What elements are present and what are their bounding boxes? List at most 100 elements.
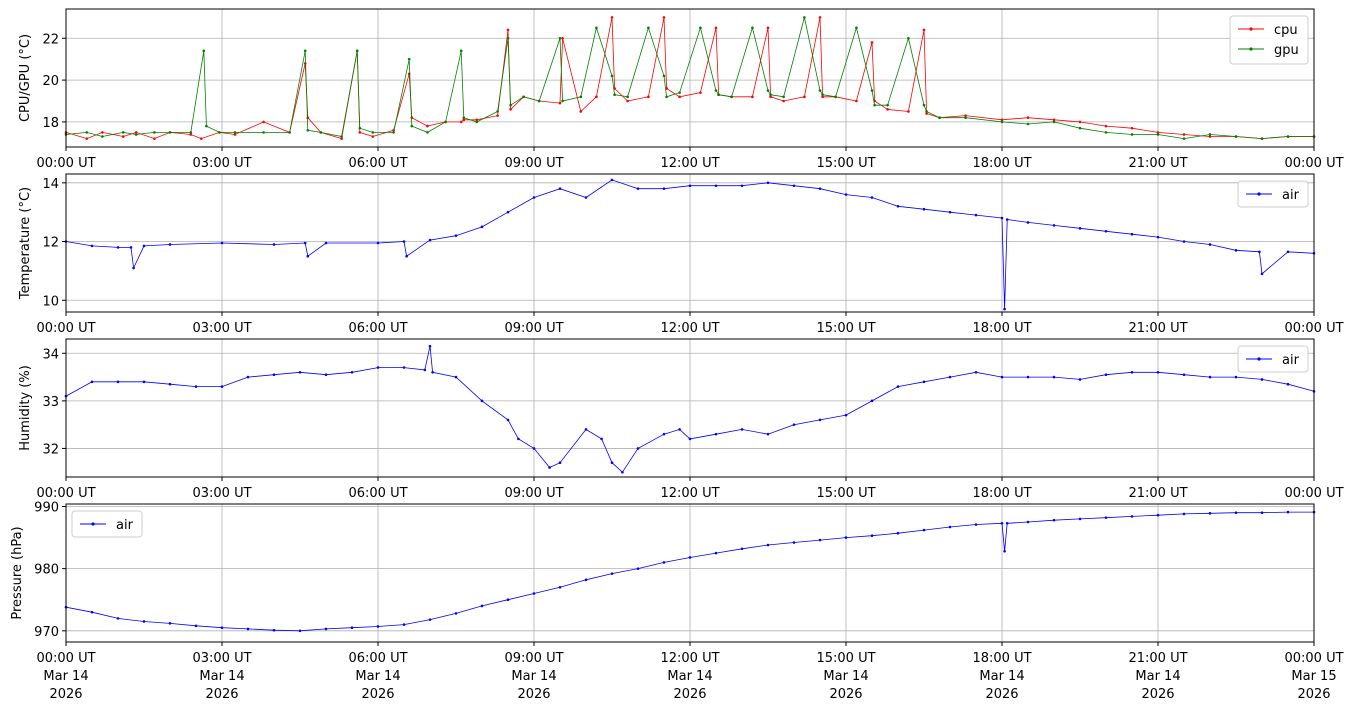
data-point-cpu bbox=[1000, 118, 1004, 122]
x-tick-label: 18:00 UT bbox=[972, 156, 1031, 171]
data-point-air bbox=[1000, 375, 1004, 379]
data-point-air bbox=[1208, 512, 1212, 515]
data-point-gpu bbox=[306, 128, 310, 132]
data-point-air bbox=[1260, 272, 1264, 276]
data-point-gpu bbox=[1260, 137, 1264, 140]
data-point-gpu bbox=[355, 49, 359, 53]
data-point-air bbox=[431, 371, 434, 374]
data-point-air bbox=[1182, 373, 1186, 376]
y-tick-label: 980 bbox=[34, 563, 59, 578]
data-point-air bbox=[350, 371, 354, 374]
y-tick-label: 14 bbox=[42, 177, 59, 192]
data-point-air bbox=[1052, 518, 1056, 522]
data-point-gpu bbox=[189, 131, 193, 134]
data-point-air bbox=[506, 210, 510, 214]
data-point-gpu bbox=[647, 26, 650, 30]
data-point-gpu bbox=[426, 131, 429, 134]
x-tick-label: 18:00 UT bbox=[972, 321, 1031, 336]
data-point-air bbox=[714, 184, 718, 188]
data-point-air bbox=[298, 371, 302, 374]
x-tick-label: 00:00 UT bbox=[1284, 321, 1343, 336]
data-point-gpu bbox=[134, 133, 138, 136]
data-point-air bbox=[1026, 221, 1030, 224]
data-point-air bbox=[1260, 511, 1264, 515]
legend: air bbox=[1237, 345, 1309, 373]
data-point-air bbox=[922, 528, 926, 532]
data-point-air bbox=[220, 241, 224, 245]
data-point-air bbox=[974, 371, 978, 374]
data-point-air bbox=[116, 380, 120, 384]
x-tick-label: 12:00 UT bbox=[660, 156, 719, 171]
panel-4: 970 980 990 Pressure (hPa) 00:00 UT Mar 14 202… bbox=[10, 500, 1344, 702]
data-point-air bbox=[454, 234, 458, 237]
data-point-cpu bbox=[782, 99, 785, 103]
data-point-cpu bbox=[233, 133, 237, 136]
data-point-air bbox=[1156, 371, 1160, 374]
data-point-gpu bbox=[699, 26, 702, 30]
data-point-air bbox=[1234, 511, 1238, 515]
data-point-cpu bbox=[1078, 120, 1082, 124]
data-point-air bbox=[1078, 378, 1082, 381]
data-point-air bbox=[1003, 549, 1006, 553]
y-tick-label: 34 bbox=[42, 347, 59, 362]
data-point-gpu bbox=[202, 49, 206, 53]
x-tick-label: 12:00 UT bbox=[660, 321, 719, 336]
legend-label: air bbox=[1282, 188, 1300, 203]
data-point-cpu bbox=[647, 95, 650, 99]
data-point-air bbox=[1005, 218, 1009, 221]
data-point-air bbox=[766, 432, 770, 436]
data-point-air bbox=[506, 598, 510, 602]
legend-label: air bbox=[1282, 353, 1300, 368]
data-point-air bbox=[376, 366, 380, 369]
data-point-air bbox=[1078, 517, 1082, 521]
data-point-air bbox=[517, 437, 520, 441]
data-point-gpu bbox=[561, 99, 564, 103]
data-point-gpu bbox=[537, 99, 541, 103]
x-tick-date-label: Mar 14 bbox=[1135, 669, 1180, 684]
data-point-cpu bbox=[509, 108, 512, 111]
data-point-air bbox=[272, 628, 276, 632]
data-point-air bbox=[610, 178, 614, 182]
data-point-air bbox=[610, 461, 614, 465]
legend: cpu gpu bbox=[1229, 15, 1309, 65]
data-point-air bbox=[974, 213, 978, 217]
data-point-air bbox=[948, 210, 952, 214]
data-point-air bbox=[1026, 520, 1030, 524]
data-point-gpu bbox=[303, 49, 307, 53]
data-point-gpu bbox=[205, 124, 208, 128]
data-point-air bbox=[324, 373, 328, 376]
data-point-air bbox=[1000, 216, 1004, 220]
legend-swatch-marker bbox=[91, 522, 95, 526]
data-point-cpu bbox=[1208, 135, 1212, 138]
data-point-air bbox=[350, 626, 354, 630]
x-tick-label: 21:00 UT bbox=[1128, 156, 1187, 171]
data-point-air bbox=[306, 254, 310, 258]
data-point-air bbox=[454, 375, 458, 379]
x-tick-date-label: Mar 15 bbox=[1291, 669, 1336, 684]
legend-box bbox=[1237, 180, 1309, 208]
data-point-air bbox=[870, 534, 874, 538]
data-point-gpu bbox=[233, 131, 237, 134]
data-point-air bbox=[600, 437, 603, 441]
data-point-air bbox=[220, 626, 224, 630]
data-point-cpu bbox=[803, 95, 806, 99]
y-tick-label: 33 bbox=[42, 395, 59, 410]
data-point-cpu bbox=[886, 108, 889, 111]
data-point-gpu bbox=[262, 131, 265, 134]
data-point-air bbox=[948, 375, 952, 379]
y-axis-label: CPU/GPU (°C) bbox=[18, 34, 33, 122]
x-tick-label: 03:00 UT bbox=[192, 486, 251, 501]
x-tick-label: 06:00 UT bbox=[348, 321, 407, 336]
data-point-air bbox=[1000, 521, 1004, 525]
data-point-gpu bbox=[1208, 133, 1212, 136]
x-tick-label: 03:00 UT bbox=[192, 651, 251, 666]
data-point-air bbox=[428, 238, 432, 242]
data-point-cpu bbox=[922, 28, 926, 32]
x-tick-label: 15:00 UT bbox=[816, 156, 875, 171]
data-point-air bbox=[532, 592, 536, 595]
x-tick-label: 00:00 UT bbox=[36, 321, 95, 336]
x-tick-label: 03:00 UT bbox=[192, 321, 251, 336]
data-point-air bbox=[548, 466, 551, 469]
data-point-air bbox=[1182, 240, 1186, 243]
data-point-air bbox=[1208, 243, 1212, 246]
